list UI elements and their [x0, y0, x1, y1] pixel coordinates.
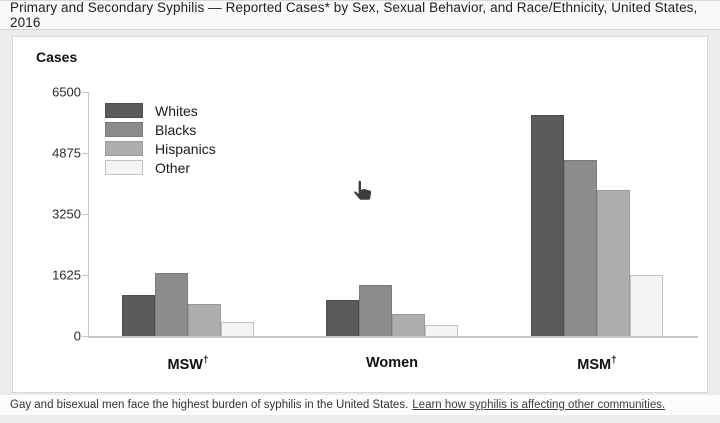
bar-other-0 [221, 322, 254, 336]
bar-blacks-1 [359, 285, 392, 336]
dagger-footnote-marker: † [611, 355, 617, 366]
page-title: Primary and Secondary Syphilis — Reporte… [0, 0, 720, 30]
bar-whites-1 [326, 299, 359, 336]
x-axis-line [88, 336, 698, 338]
y-axis-line [88, 92, 89, 337]
bar-hispanics-1 [392, 314, 425, 336]
bar-blacks-2 [564, 159, 597, 336]
legend-label: Hispanics [155, 140, 216, 157]
footer-text: Gay and bisexual men face the highest bu… [10, 399, 409, 411]
dagger-footnote-marker: † [202, 355, 209, 366]
bar-whites-2 [531, 114, 564, 336]
y-tick-label: 3250 [52, 206, 81, 222]
bar-other-1 [425, 324, 458, 336]
legend-item-hispanics: Hispanics [105, 140, 216, 157]
legend-swatch-icon [105, 122, 143, 137]
bar-other-2 [630, 275, 663, 336]
x-category-label: MSM† [577, 355, 617, 373]
legend: Whites Blacks Hispanics Other [105, 102, 216, 176]
y-tick-mark [82, 153, 88, 154]
chart-panel: Cases 0 1625 3250 4875 6500 MSW† Women MSM† Wh… [12, 36, 708, 393]
legend-swatch-icon [105, 103, 143, 118]
bar-hispanics-2 [597, 190, 630, 336]
legend-label: Other [155, 159, 191, 176]
bar-hispanics-0 [188, 304, 221, 336]
y-axis-title: Cases [36, 49, 78, 65]
bar-whites-0 [122, 295, 155, 336]
legend-item-other: Other [105, 159, 216, 176]
y-tick-label: 6500 [52, 84, 81, 100]
footer-link[interactable]: Learn how syphilis is affecting other co… [412, 399, 666, 411]
y-tick-mark [82, 92, 88, 93]
legend-swatch-icon [105, 160, 143, 175]
legend-swatch-icon [105, 141, 143, 156]
y-tick-mark [82, 214, 88, 215]
x-category-label: Women [365, 355, 419, 371]
legend-item-blacks: Blacks [105, 121, 216, 138]
footer: Gay and bisexual men face the highest bu… [0, 395, 720, 415]
y-tick-mark [82, 336, 88, 337]
y-tick-label: 0 [73, 328, 81, 344]
y-tick-mark [82, 275, 88, 276]
legend-item-whites: Whites [105, 102, 216, 119]
page-title-text: Primary and Secondary Syphilis — Reporte… [10, 0, 698, 30]
legend-label: Whites [155, 102, 198, 119]
y-tick-label: 1625 [52, 267, 81, 283]
legend-label: Blacks [155, 121, 197, 138]
y-tick-label: 4875 [52, 145, 81, 161]
bar-blacks-0 [155, 272, 188, 336]
x-category-label: MSW† [167, 355, 209, 373]
